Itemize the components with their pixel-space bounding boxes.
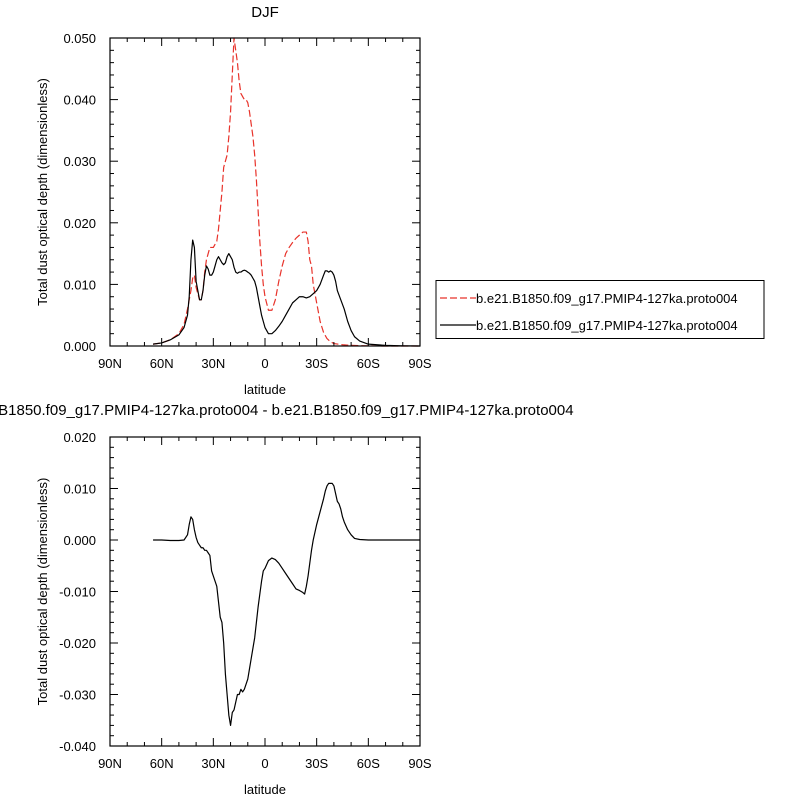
- plot-frame: [109, 436, 421, 747]
- x-axis-label: latitude: [244, 382, 286, 397]
- legend-entry-label: b.e21.B1850.f09_g17.PMIP4-127ka.proto004: [476, 318, 738, 333]
- y-tick-label: 0.000: [63, 339, 96, 354]
- y-tick-label: 0.020: [63, 430, 96, 445]
- x-tick-label: 90N: [98, 356, 122, 371]
- y-tick-label: -0.010: [59, 585, 96, 600]
- x-tick-label: 90N: [98, 756, 122, 771]
- upper-panel-djf: DJF 90N 60N 30N 0 30S 60S 90S 0.000 0.010 0.020 0.0…: [35, 4, 765, 397]
- y-axis-label: Total dust optical depth (dimensionless): [35, 478, 50, 706]
- x-tick-label: 90S: [408, 356, 431, 371]
- x-tick-label: 60S: [357, 756, 380, 771]
- x-axis-label: latitude: [244, 782, 286, 797]
- legend-entry-label: b.e21.B1850.f09_g17.PMIP4-127ka.proto004: [476, 291, 738, 306]
- x-tick-label: 60N: [150, 356, 174, 371]
- x-tick-label: 30S: [305, 756, 328, 771]
- y-tick-label: 0.040: [63, 93, 96, 108]
- x-tick-label: 30S: [305, 356, 328, 371]
- x-tick-label: 0: [261, 356, 268, 371]
- legend-box: [435, 280, 765, 339]
- series-line-black-solid: [152, 239, 421, 347]
- y-tick-label: 0.030: [63, 154, 96, 169]
- y-tick-label: 0.050: [63, 31, 96, 46]
- y-tick-label: -0.040: [59, 739, 96, 754]
- difference-chart-title: b.e21.B1850.f09_g17.PMIP4-127ka.proto004…: [0, 402, 574, 419]
- chart-title: DJF: [251, 4, 279, 21]
- y-tick-label: 0.020: [63, 216, 96, 231]
- x-tick-label: 60S: [357, 356, 380, 371]
- x-tick-label: 90S: [408, 756, 431, 771]
- lower-panel-difference: b.e21.B1850.f09_g17.PMIP4-127ka.proto004…: [0, 402, 574, 797]
- y-tick-label: 0.010: [63, 277, 96, 292]
- y-tick-label: 0.000: [63, 533, 96, 548]
- x-tick-label: 30N: [201, 756, 225, 771]
- x-tick-label: 60N: [150, 756, 174, 771]
- series-line-black-solid: [153, 482, 420, 726]
- series-line-red-dashed: [152, 37, 420, 347]
- y-tick-label: -0.030: [59, 688, 96, 703]
- x-tick-label: 30N: [201, 356, 225, 371]
- y-tick-label: 0.010: [63, 482, 96, 497]
- y-axis-label: Total dust optical depth (dimensionless): [35, 78, 50, 306]
- plot-frame: [109, 37, 421, 347]
- x-tick-label: 0: [261, 756, 268, 771]
- y-tick-label: -0.020: [59, 636, 96, 651]
